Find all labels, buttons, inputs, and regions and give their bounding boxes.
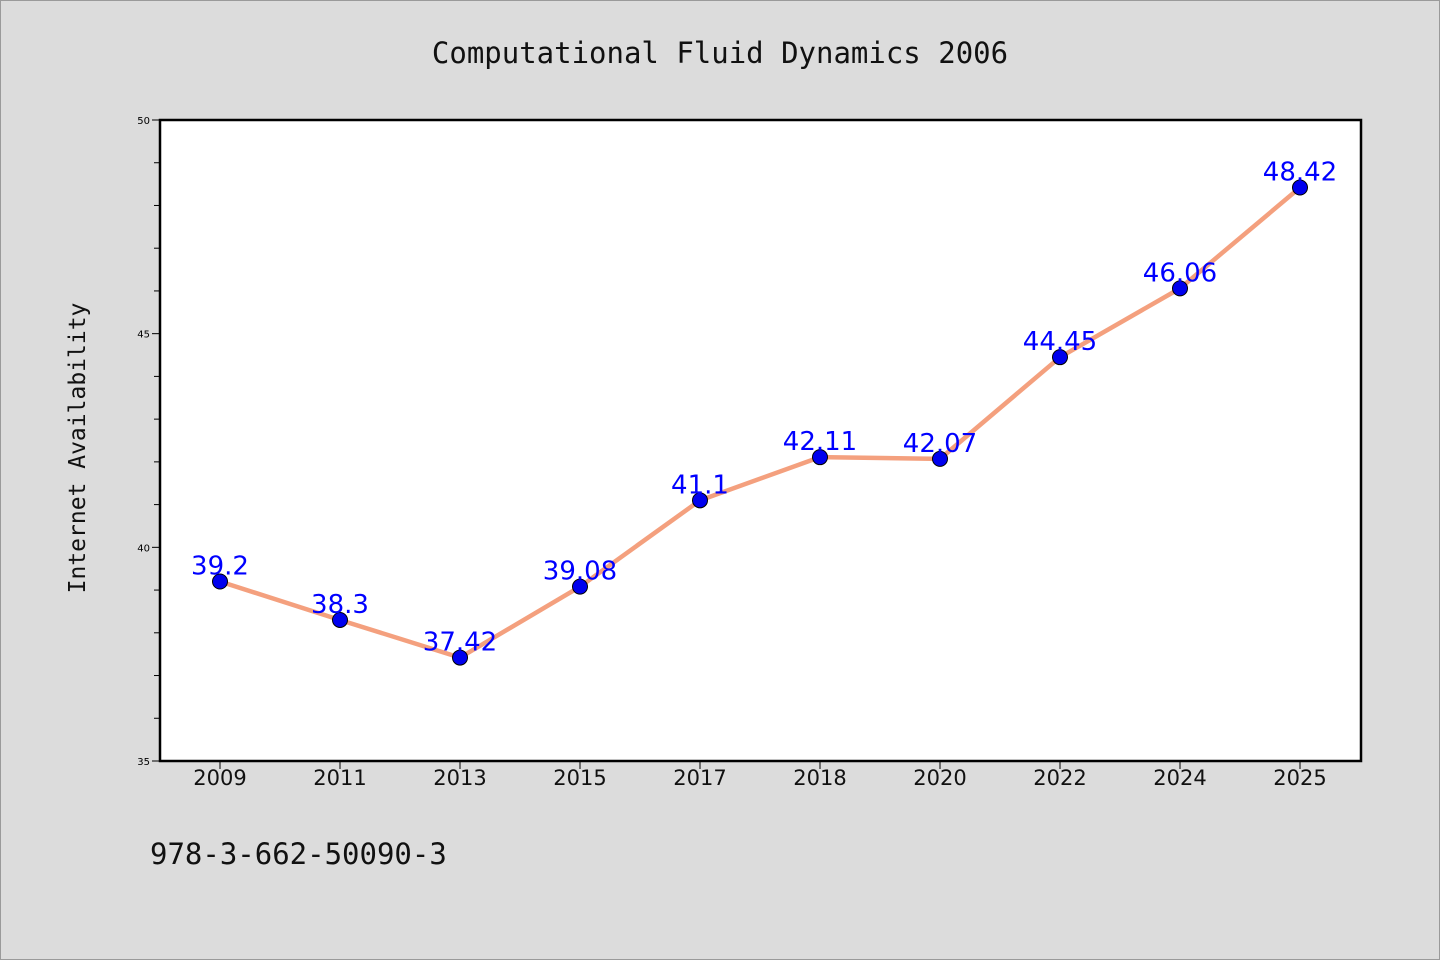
x-tick-label: 2017 [673,766,726,790]
y-axis-label: Internet Availability [65,303,91,594]
data-label: 39.08 [543,557,617,587]
data-point [932,450,948,467]
data-label: 42.07 [903,429,977,459]
data-point [812,449,828,466]
x-tick-label: 2022 [1033,766,1086,790]
data-label: 44.45 [1023,327,1097,357]
y-tick-label: 40 [137,543,150,554]
x-tick-label: 2018 [793,766,846,790]
data-point [572,578,588,595]
data-point [332,611,348,628]
data-point [452,649,468,666]
x-tick-label: 2025 [1273,766,1326,790]
x-tick-label: 2009 [193,766,246,790]
data-label: 38.3 [311,590,369,620]
series: 39.2 38.3 37.42 39.08 41.1 42.11 42.07 44.45 46.… [191,158,1337,666]
x-axis: 2009 2011 2013 2015 2017 2018 2020 2022 2024 2025 [193,761,1327,790]
x-tick-label: 2013 [433,766,486,790]
x-tick-label: 2011 [313,766,366,790]
y-axis: 35 40 45 50 [137,116,160,768]
data-label: 41.1 [671,470,729,500]
series-line [217,185,1303,660]
data-point [1292,179,1308,196]
y-tick-label: 35 [137,757,150,768]
x-tick-label: 2020 [913,766,966,790]
data-point [692,492,708,509]
x-tick-label: 2024 [1153,766,1206,790]
data-point [1172,280,1188,297]
chart-title: Computational Fluid Dynamics 2006 [432,36,1008,70]
data-label: 39.2 [191,552,249,582]
isbn-label: 978-3-662-50090-3 [150,837,447,871]
y-tick-label: 50 [137,116,150,127]
data-point [212,573,228,590]
data-label: 46.06 [1143,258,1217,288]
plot-area [158,118,1363,763]
data-label: 37.42 [423,628,497,658]
y-tick-label: 45 [137,330,150,341]
x-tick-label: 2015 [553,766,606,790]
data-label: 48.42 [1263,158,1337,188]
data-label: 42.11 [783,427,857,457]
data-point [1052,349,1068,366]
